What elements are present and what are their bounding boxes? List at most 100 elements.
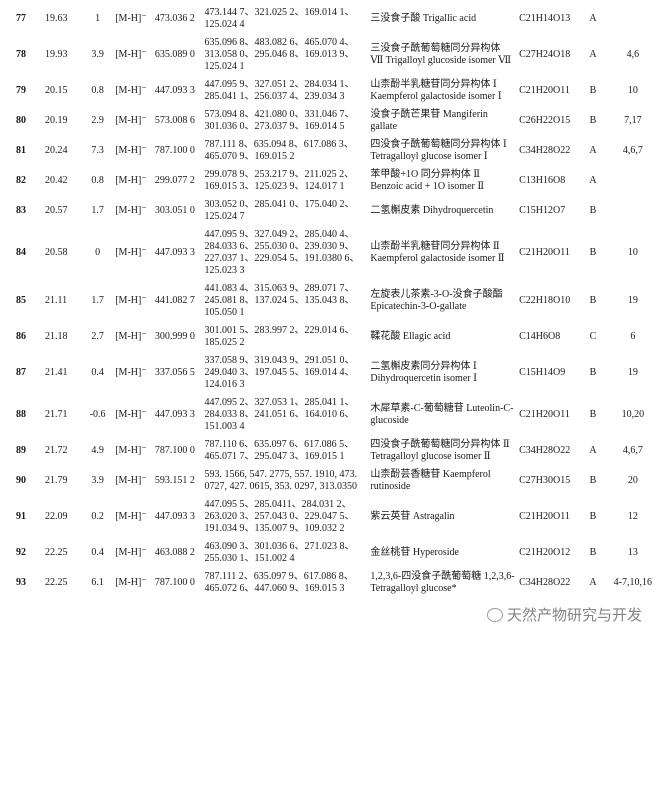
cell-fragments: 447.095 5、285.0411、284.031 2、263.020 3、2… [204,499,355,534]
cell-ion: [M-H]⁻ [115,247,147,258]
cell-category: B [589,511,597,522]
cell-ppm: 2.7 [91,331,104,342]
cell-ion: [M-H]⁻ [115,475,147,486]
cell-ppm: 1.7 [91,295,104,306]
cell-category: B [589,295,597,306]
cell-refs: 4,6,7 [622,445,643,456]
cell-ppm: 0.8 [91,175,104,186]
cell-refs: 19 [627,295,638,306]
cell-ppm: 0 [95,247,101,258]
cell-formula: C34H28O22 [519,145,571,156]
cell-fragments: 299.078 9、253.217 9、211.025 2、169.015 3、… [204,169,355,192]
cell-rt: 22.09 [44,511,68,522]
cell-no: 79 [16,85,26,96]
table-row: 87 21.41 0.4 [M-H]⁻ 337.056 5 337.058 9、319.0… [14,352,662,394]
cell-no: 91 [16,511,26,522]
cell-ion: [M-H]⁻ [115,577,147,588]
cell-category: B [589,205,597,216]
cell-mz: 299.077 2 [154,175,195,186]
cell-no: 84 [16,247,26,258]
cell-fragments: 447.095 2、327.053 1、285.041 1、284.033 8、… [204,397,355,432]
table-row: 81 20.24 7.3 [M-H]⁻ 787.100 0 787.111 8、635.0… [14,136,662,166]
cell-formula: C21H20O12 [519,547,571,558]
cell-fragments: 301.001 5、283.997 2、229.014 6、185.025 2 [204,325,355,348]
cell-formula: C15H12O7 [519,205,566,216]
cell-formula: C34H28O22 [519,577,571,588]
cell-category: A [589,145,597,156]
cell-rt: 19.93 [44,49,68,60]
cell-mz: 300.999 0 [154,331,195,342]
cell-formula: C21H20O11 [519,85,570,96]
cell-mz: 573.008 6 [154,115,195,126]
cell-mz: 447.093 3 [154,247,195,258]
cell-ion: [M-H]⁻ [115,547,147,558]
cell-fragments: 787.110 6、635.097 6、617.086 5、465.071 7、… [204,439,355,462]
cell-ion: [M-H]⁻ [115,409,147,420]
cell-refs: 19 [627,367,638,378]
cell-mz: 337.056 5 [154,367,195,378]
cell-ion: [M-H]⁻ [115,175,147,186]
cell-ion: [M-H]⁻ [115,49,147,60]
cell-rt: 21.41 [44,367,68,378]
cell-ppm: 6.1 [91,577,104,588]
cell-category: B [589,547,597,558]
cell-mz: 303.051 0 [154,205,195,216]
cell-name: 木犀草素-C-葡萄糖苷 Luteolin-C-glucoside [370,403,514,426]
cell-formula: C26H22O15 [519,115,571,126]
compound-table: 77 19.63 1 [M-H]⁻ 473.036 2 473.144 7、321.025… [14,4,662,598]
cell-mz: 473.036 2 [154,13,195,24]
cell-name: 金丝桃苷 Hyperoside [370,547,459,558]
cell-formula: C34H28O22 [519,445,571,456]
cell-name: 三没食子酸 Trigallic acid [370,13,477,24]
cell-ion: [M-H]⁻ [115,445,147,456]
cell-category: B [589,247,597,258]
cell-formula: C21H20O11 [519,247,570,258]
cell-rt: 22.25 [44,577,68,588]
cell-rt: 19.63 [44,13,68,24]
cell-ppm: 4.9 [91,445,104,456]
table-row: 92 22.25 0.4 [M-H]⁻ 463.088 2 463.090 3、301.0… [14,538,662,568]
cell-refs: 4,6 [626,49,640,60]
cell-category: B [589,85,597,96]
cell-formula: C27H30O15 [519,475,571,486]
cell-fragments: 473.144 7、321.025 2、169.014 1、125.024 4 [204,7,355,30]
cell-name: 没食子酰芒果苷 Mangiferin gallate [370,109,488,132]
cell-refs: 4-7,10,16 [613,577,652,588]
table-row: 85 21.11 1.7 [M-H]⁻ 441.082 7 441.083 4、315.0… [14,280,662,322]
cell-fragments: 303.052 0、285.041 0、175.040 2、125.024 7 [204,199,355,222]
table-row: 84 20.58 0 [M-H]⁻ 447.093 3 447.095 9、327.049… [14,226,662,280]
cell-refs: 7,17 [624,115,642,126]
cell-fragments: 593. 1566, 547. 2775, 557. 1910, 473. 07… [204,469,358,492]
cell-formula: C15H14O9 [519,367,566,378]
cell-no: 90 [16,475,26,486]
cell-rt: 20.57 [44,205,68,216]
cell-category: C [589,331,597,342]
cell-ppm: 1.7 [91,205,104,216]
cell-fragments: 787.111 8、635.094 8、617.086 3、465.070 9、… [204,139,354,162]
cell-ion: [M-H]⁻ [115,115,147,126]
cell-mz: 441.082 7 [154,295,195,306]
cell-mz: 463.088 2 [154,547,195,558]
cell-ppm: 0.2 [91,511,104,522]
cell-formula: C21H14O13 [519,13,571,24]
cell-rt: 21.79 [44,475,68,486]
table-row: 77 19.63 1 [M-H]⁻ 473.036 2 473.144 7、321.025… [14,4,662,34]
cell-ppm: -0.6 [89,409,106,420]
cell-no: 80 [16,115,26,126]
cell-category: B [589,367,597,378]
cell-refs: 12 [627,511,638,522]
cell-rt: 21.18 [44,331,68,342]
cell-name: 四没食子酰葡萄糖同分异构体 Ⅰ Tetragalloyl glucose iso… [370,139,507,162]
cell-fragments: 441.083 4、315.063 9、289.071 7、245.081 8、… [204,283,355,318]
cell-rt: 20.24 [44,145,68,156]
cell-no: 93 [16,577,26,588]
cell-name: 鞣花酸 Ellagic acid [370,331,451,342]
cell-name: 山柰酚半乳糖苷同分异构体 Ⅰ Kaempferol galactoside is… [370,79,502,102]
table-row: 89 21.72 4.9 [M-H]⁻ 787.100 0 787.110 6、635.0… [14,436,662,466]
cell-rt: 21.72 [44,445,68,456]
cell-ion: [M-H]⁻ [115,205,147,216]
cell-ppm: 0.4 [91,547,104,558]
cell-name: 四没食子酰葡萄糖同分异构体 Ⅱ Tetragalloyl glucose iso… [370,439,510,462]
cell-fragments: 635.096 8、483.082 6、465.070 4、313.058 0、… [204,37,355,72]
cell-no: 89 [16,445,26,456]
